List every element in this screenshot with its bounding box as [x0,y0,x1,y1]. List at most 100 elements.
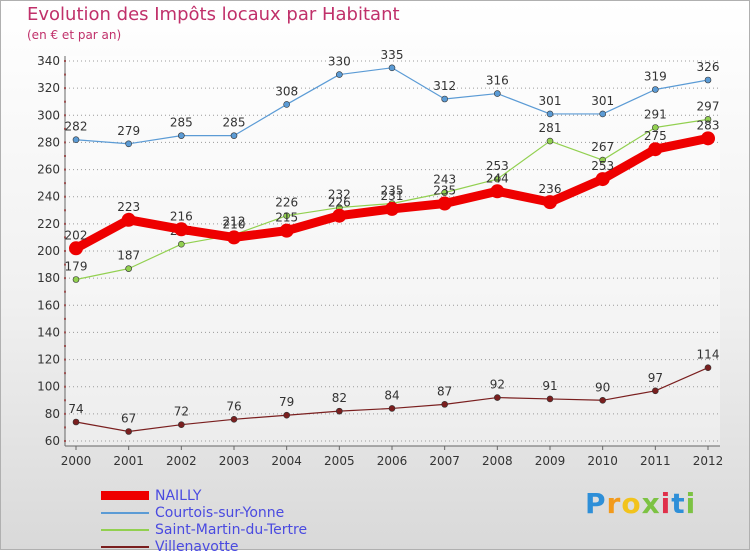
data-point [543,195,557,210]
data-point [546,110,554,118]
data-label: 76 [226,399,241,413]
data-label: 90 [595,380,610,394]
data-point [652,124,659,131]
data-point [546,137,554,145]
data-label: 308 [275,84,298,98]
data-label: 87 [437,384,452,398]
data-label: 235 [381,184,404,198]
data-label: 210 [223,217,246,231]
data-label: 282 [65,120,88,134]
data-label: 74 [68,402,83,416]
data-label: 279 [117,124,140,138]
data-point [704,364,712,372]
logo-letter: i [660,487,672,520]
y-tick-label: 60 [45,434,60,448]
data-label: 330 [328,55,351,69]
data-label: 179 [65,260,88,274]
legend-item-villenavotte: Villenavotte [101,538,307,555]
x-tick-label: 2008 [482,454,513,468]
x-tick-label: 2007 [429,454,460,468]
data-point [441,189,448,196]
data-label: 212 [223,215,246,229]
data-point [178,132,185,139]
data-point [388,405,396,412]
data-point [230,415,238,423]
y-tick-label: 180 [37,271,60,285]
data-label: 92 [490,378,505,392]
data-point [178,421,185,429]
legend-item-nailly: NAILLY [101,487,307,504]
y-tick-label: 140 [37,325,60,339]
legend-label: Villenavotte [155,538,239,555]
series-villenavotte: 74 67 72 76 79 82 84 87 92 91 90 97 114 [68,348,719,435]
data-point [336,407,343,415]
data-label: 301 [539,94,562,108]
x-tick-label: 2011 [640,454,671,468]
data-point [494,175,501,183]
data-label: 285 [223,116,246,130]
data-label: 253 [591,159,614,173]
y-tick-label: 200 [37,244,60,258]
data-label: 235 [433,184,456,198]
data-point [652,86,659,93]
data-point [72,276,80,283]
legend-swatch [101,545,149,548]
data-point [178,240,185,248]
data-label: 312 [433,79,456,93]
data-label: 243 [433,173,456,187]
data-label: 226 [328,196,351,210]
data-label: 297 [697,99,720,113]
data-label: 253 [486,159,509,173]
data-label: 319 [644,70,667,84]
data-label: 281 [539,121,562,135]
data-point [494,394,501,401]
x-tick-label: 2004 [271,454,302,468]
y-tick-label: 240 [37,190,60,204]
data-point [72,136,80,144]
y-tick-label: 100 [37,380,60,394]
data-label: 275 [644,129,667,143]
data-label: 335 [381,48,404,62]
y-tick-label: 160 [37,298,60,312]
data-label: 316 [486,74,509,88]
y-tick-label: 80 [45,407,60,421]
data-label: 301 [591,94,614,108]
data-point [283,411,290,419]
data-label: 97 [648,371,663,385]
data-point [125,140,132,148]
data-point [546,395,554,403]
legend-swatch [101,491,149,500]
data-point [283,212,290,220]
data-point [125,265,132,272]
data-point [494,90,501,97]
data-label: 216 [170,209,193,223]
data-label: 91 [542,379,557,393]
data-point [437,196,452,211]
chart-subtitle: (en € et par an) [27,28,122,42]
legend-swatch [101,528,149,531]
y-tick-label: 120 [37,353,60,367]
y-tick-label: 280 [37,135,60,149]
legend-label: Courtois-sur-Yonne [155,504,285,521]
plot-area [65,56,720,446]
x-tick-label: 2010 [587,454,618,468]
logo-letter: o [621,487,642,520]
data-label: 82 [332,391,347,405]
data-label: 223 [117,200,140,214]
chart-title: Evolution des Impôts locaux par Habitant [27,4,400,25]
y-tick-label: 320 [37,81,60,95]
data-label: 267 [591,140,614,154]
data-label: 72 [174,405,189,419]
data-point [441,401,448,408]
data-point [652,387,659,395]
logo-letter: i [685,487,697,520]
data-point [704,116,712,123]
data-label: 215 [275,211,298,225]
data-label: 226 [275,196,298,210]
data-point [227,230,241,245]
data-label: 114 [697,348,720,362]
data-point [648,142,663,157]
x-tick-label: 2001 [113,454,144,468]
